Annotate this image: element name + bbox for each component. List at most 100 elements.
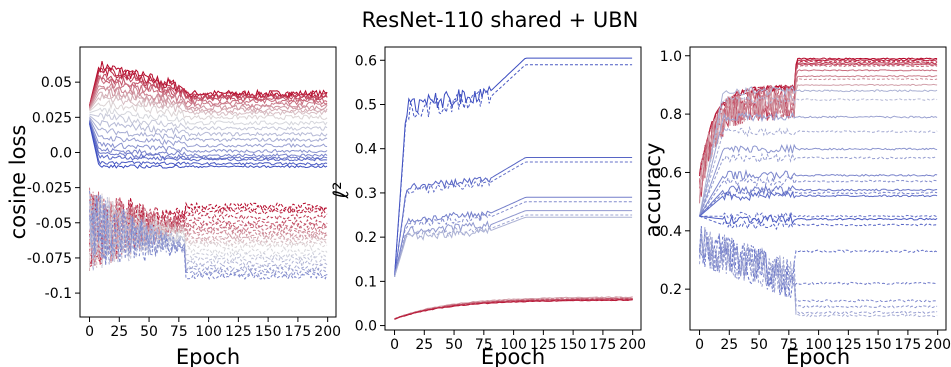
accuracy-top-line [699, 60, 938, 176]
accuracy-top-line [699, 61, 938, 197]
accuracy-top-line [699, 75, 938, 204]
l2-ticks: 0 25 50 75 100 125 150 175 200 0.0 0.1 0.2 0.3 0.4 0.5… [355, 53, 646, 353]
cosine-solid-line [89, 112, 328, 131]
xtick-label: 0 [390, 337, 399, 353]
xtick-label: 175 [895, 337, 922, 353]
ytick-label: 0.0 [50, 145, 72, 161]
accuracy-mid-line [699, 143, 938, 217]
xtick-label: 0 [85, 324, 94, 340]
l2-blue-line [394, 57, 633, 277]
ytick-label: 0.5 [355, 97, 377, 113]
xtick-label: 175 [590, 337, 617, 353]
ytick-label: -0.05 [36, 216, 72, 232]
accuracy-low-line [699, 232, 938, 315]
cosine-dashed-line [89, 190, 328, 278]
cosine-dashed-line [89, 195, 328, 272]
cosine-xlabel: Epoch [176, 345, 240, 367]
cosine-dashed-line [89, 205, 328, 269]
cosine-solid-line [89, 107, 328, 126]
xtick-label: 200 [924, 337, 951, 353]
figure-title: ResNet-110 shared + UBN [362, 8, 639, 32]
l2-blue-line [394, 210, 633, 278]
ytick-label: 0.3 [355, 186, 377, 202]
accuracy-mid-line [699, 125, 938, 217]
accuracy-mid-line [699, 210, 938, 222]
xtick-label: 100 [805, 337, 832, 353]
xtick-label: 125 [225, 324, 252, 340]
cosine-solid-line [89, 122, 328, 166]
cosine-solid-line [89, 121, 328, 162]
panel-accuracy: 0 25 50 75 100 125 150 175 200 0.2 0.4 0.6 0.8 1.0 Ep… [641, 46, 951, 367]
accuracy-mid-line [699, 188, 938, 217]
xtick-label: 125 [530, 337, 557, 353]
accuracy-top-line [699, 77, 938, 203]
ytick-label: 0.8 [660, 107, 682, 123]
accuracy-mid-line [699, 215, 938, 231]
accuracy-mid-line [699, 169, 938, 217]
l2-blue-line [394, 157, 633, 277]
accuracy-xlabel: Epoch [786, 345, 850, 367]
l2-ylabel: ℓ² [329, 181, 353, 199]
cosine-solid-line [89, 85, 328, 112]
cosine-solid-line [89, 99, 328, 121]
cosine-solid-line [89, 74, 328, 108]
cosine-curves [89, 60, 328, 281]
cosine-dashed-line [89, 191, 328, 264]
xtick-label: 0 [695, 337, 704, 353]
accuracy-axes-frame [689, 46, 947, 331]
accuracy-ylabel: accuracy [641, 143, 665, 238]
l2-curves [394, 57, 633, 320]
ytick-label: 0.1 [355, 274, 377, 290]
cosine-solid-line [89, 118, 328, 148]
cosine-solid-line [89, 66, 328, 106]
ytick-label: 0.6 [660, 165, 682, 181]
xtick-label: 100 [500, 337, 527, 353]
xtick-label: 50 [140, 324, 158, 340]
accuracy-low-line [699, 228, 938, 309]
accuracy-mid-line [699, 111, 938, 217]
cosine-solid-line [89, 116, 328, 143]
l2-xlabel: Epoch [481, 345, 545, 367]
accuracy-top-line [699, 83, 938, 199]
xtick-label: 175 [285, 324, 312, 340]
cosine-solid-line [89, 121, 328, 161]
accuracy-low-line [699, 233, 938, 303]
xtick-label: 125 [835, 337, 862, 353]
xtick-label: 150 [255, 324, 282, 340]
accuracy-ticks: 0 25 50 75 100 125 150 175 200 0.2 0.4 0.6 0.8 1.0 [660, 49, 951, 353]
ytick-label: 0.2 [355, 230, 377, 246]
l2-blue-line [394, 216, 633, 278]
cosine-dashed-line [89, 193, 328, 268]
accuracy-top-line [699, 64, 938, 189]
cosine-solid-line [89, 83, 328, 109]
xtick-label: 50 [445, 337, 463, 353]
xtick-label: 25 [720, 337, 738, 353]
panel-cosine-loss: 0 25 50 75 100 125 150 175 200 0.05 0.025 0.0 -0.025… [6, 46, 341, 367]
cosine-solid-line [89, 115, 328, 137]
xtick-label: 75 [475, 337, 493, 353]
ytick-label: 0.0 [355, 319, 377, 335]
accuracy-curves [699, 57, 938, 318]
xtick-label: 150 [560, 337, 587, 353]
cosine-solid-line [89, 92, 328, 117]
cosine-dashed-line [89, 191, 328, 262]
accuracy-mid-line [699, 175, 938, 217]
cosine-axes-frame [79, 46, 337, 318]
accuracy-low-line [699, 226, 938, 318]
cosine-dashed-line [89, 200, 328, 271]
l2-blue-line [394, 196, 633, 278]
accuracy-mid-line [699, 213, 938, 225]
ytick-label: 0.6 [355, 53, 377, 69]
cosine-dashed-line [89, 194, 328, 266]
cosine-solid-line [89, 120, 328, 158]
cosine-solid-line [89, 123, 328, 169]
accuracy-mid-line [699, 190, 938, 217]
cosine-dashed-line [89, 195, 328, 263]
l2-blue-line [394, 64, 633, 277]
l2-red-line [394, 299, 633, 320]
ytick-label: 0.2 [660, 282, 682, 298]
l2-blue-line [394, 214, 633, 278]
ytick-label: -0.1 [45, 286, 72, 302]
ytick-label: 1.0 [660, 49, 682, 65]
